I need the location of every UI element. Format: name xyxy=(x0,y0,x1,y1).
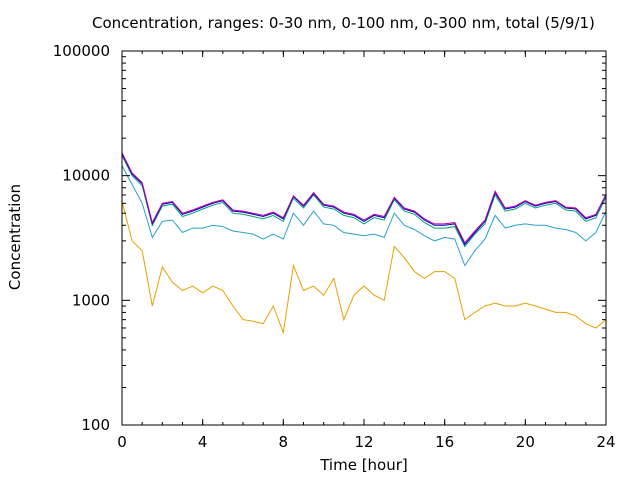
axes: 0 4 8 12 16 20 24 100 1000 10000 100000 xyxy=(53,42,616,451)
x-tick-label: 4 xyxy=(198,433,208,451)
series-line-4 xyxy=(121,153,607,246)
chart-title: Concentration, ranges: 0-30 nm, 0-100 nm… xyxy=(92,14,595,32)
x-tick-label: 20 xyxy=(516,433,535,451)
series-line-1 xyxy=(121,201,607,335)
x-tick-label: 16 xyxy=(435,433,454,451)
series-line-3 xyxy=(121,155,607,248)
y-tick-label: 100 xyxy=(81,416,110,434)
series-line-5 xyxy=(121,152,607,244)
x-tick-label: 0 xyxy=(117,433,127,451)
plot-frame xyxy=(121,50,607,426)
y-tick-label: 1000 xyxy=(72,291,110,309)
x-tick-label: 24 xyxy=(596,433,615,451)
series-line-2 xyxy=(121,165,607,267)
x-tick-label: 12 xyxy=(354,433,373,451)
y-axis-label: Concentration xyxy=(6,183,24,291)
series-lines xyxy=(121,152,607,335)
y-tick-label: 10000 xyxy=(62,167,110,185)
x-tick-label: 8 xyxy=(279,433,289,451)
x-axis-label: Time [hour] xyxy=(320,456,408,474)
y-tick-label: 100000 xyxy=(53,42,110,60)
